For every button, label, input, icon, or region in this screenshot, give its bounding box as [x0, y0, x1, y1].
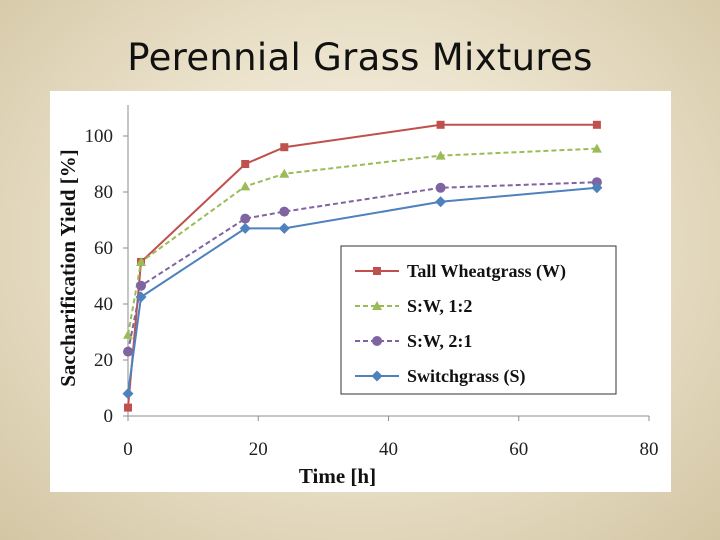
legend-entry: S:W, 2:1	[355, 331, 472, 351]
series-2	[123, 177, 602, 357]
legend-entry: Tall Wheatgrass (W)	[355, 261, 566, 282]
data-point	[280, 143, 289, 152]
data-point	[279, 168, 290, 178]
chart-axes: Time [h] Saccharification Yield [%]	[56, 105, 649, 488]
data-point	[123, 329, 133, 339]
data-point	[591, 182, 603, 194]
chart-panel: Time [h] Saccharification Yield [%] 0 20 40…	[50, 91, 671, 492]
y-axis-title: Saccharification Yield [%]	[56, 149, 80, 387]
data-point	[278, 222, 290, 234]
data-point	[122, 388, 134, 400]
data-point	[591, 143, 602, 153]
x-tick-label: 40	[379, 439, 398, 460]
legend-label: S:W, 2:1	[407, 331, 472, 351]
data-point	[279, 206, 290, 217]
legend-marker	[373, 267, 381, 275]
chart-ticks: 0 20 40 60 80 0 20 40 60 80 100	[85, 126, 659, 460]
y-tick-label: 100	[85, 126, 114, 147]
legend-marker	[372, 336, 382, 346]
data-point	[136, 280, 147, 291]
legend-marker	[371, 370, 383, 382]
data-point	[591, 177, 602, 188]
data-point	[239, 222, 251, 234]
data-point	[135, 291, 147, 303]
legend-entry: Switchgrass (S)	[355, 366, 526, 387]
legend-label: S:W, 1:2	[407, 296, 472, 316]
data-point	[436, 120, 445, 129]
legend-marker	[372, 301, 382, 310]
x-tick-label: 80	[640, 439, 659, 460]
legend-entry: S:W, 1:2	[355, 296, 472, 316]
legend-label: Tall Wheatgrass (W)	[407, 261, 566, 282]
x-tick-label: 60	[509, 439, 528, 460]
series-3	[122, 182, 603, 400]
data-point	[123, 346, 133, 357]
data-point	[241, 160, 250, 168]
series-line	[127, 181, 597, 352]
x-axis-title: Time [h]	[299, 464, 376, 488]
y-tick-label: 60	[94, 238, 113, 259]
data-point	[435, 196, 447, 208]
y-tick-label: 0	[104, 406, 114, 427]
chart-series	[122, 120, 603, 412]
data-point	[435, 182, 446, 193]
slide-title: Perennial Grass Mixtures	[127, 36, 593, 79]
y-tick-label: 80	[94, 182, 113, 203]
y-tick-label: 20	[94, 350, 113, 371]
data-point	[136, 257, 147, 266]
x-tick-label: 0	[123, 439, 133, 460]
data-point	[124, 403, 132, 412]
series-line	[127, 147, 597, 335]
y-tick-label: 40	[94, 294, 113, 315]
data-point	[240, 181, 251, 191]
x-tick-label: 20	[249, 439, 268, 460]
chart-legend: Tall Wheatgrass (W) S:W, 1:2 S:W, 2:1 Switc…	[340, 245, 617, 395]
data-point	[240, 213, 251, 224]
data-point	[592, 120, 601, 129]
legend-label: Switchgrass (S)	[407, 366, 526, 387]
series-1	[123, 143, 602, 339]
saccharification-chart: Time [h] Saccharification Yield [%] 0 20 40…	[56, 105, 659, 488]
data-point	[435, 150, 446, 160]
series-line	[127, 186, 597, 394]
